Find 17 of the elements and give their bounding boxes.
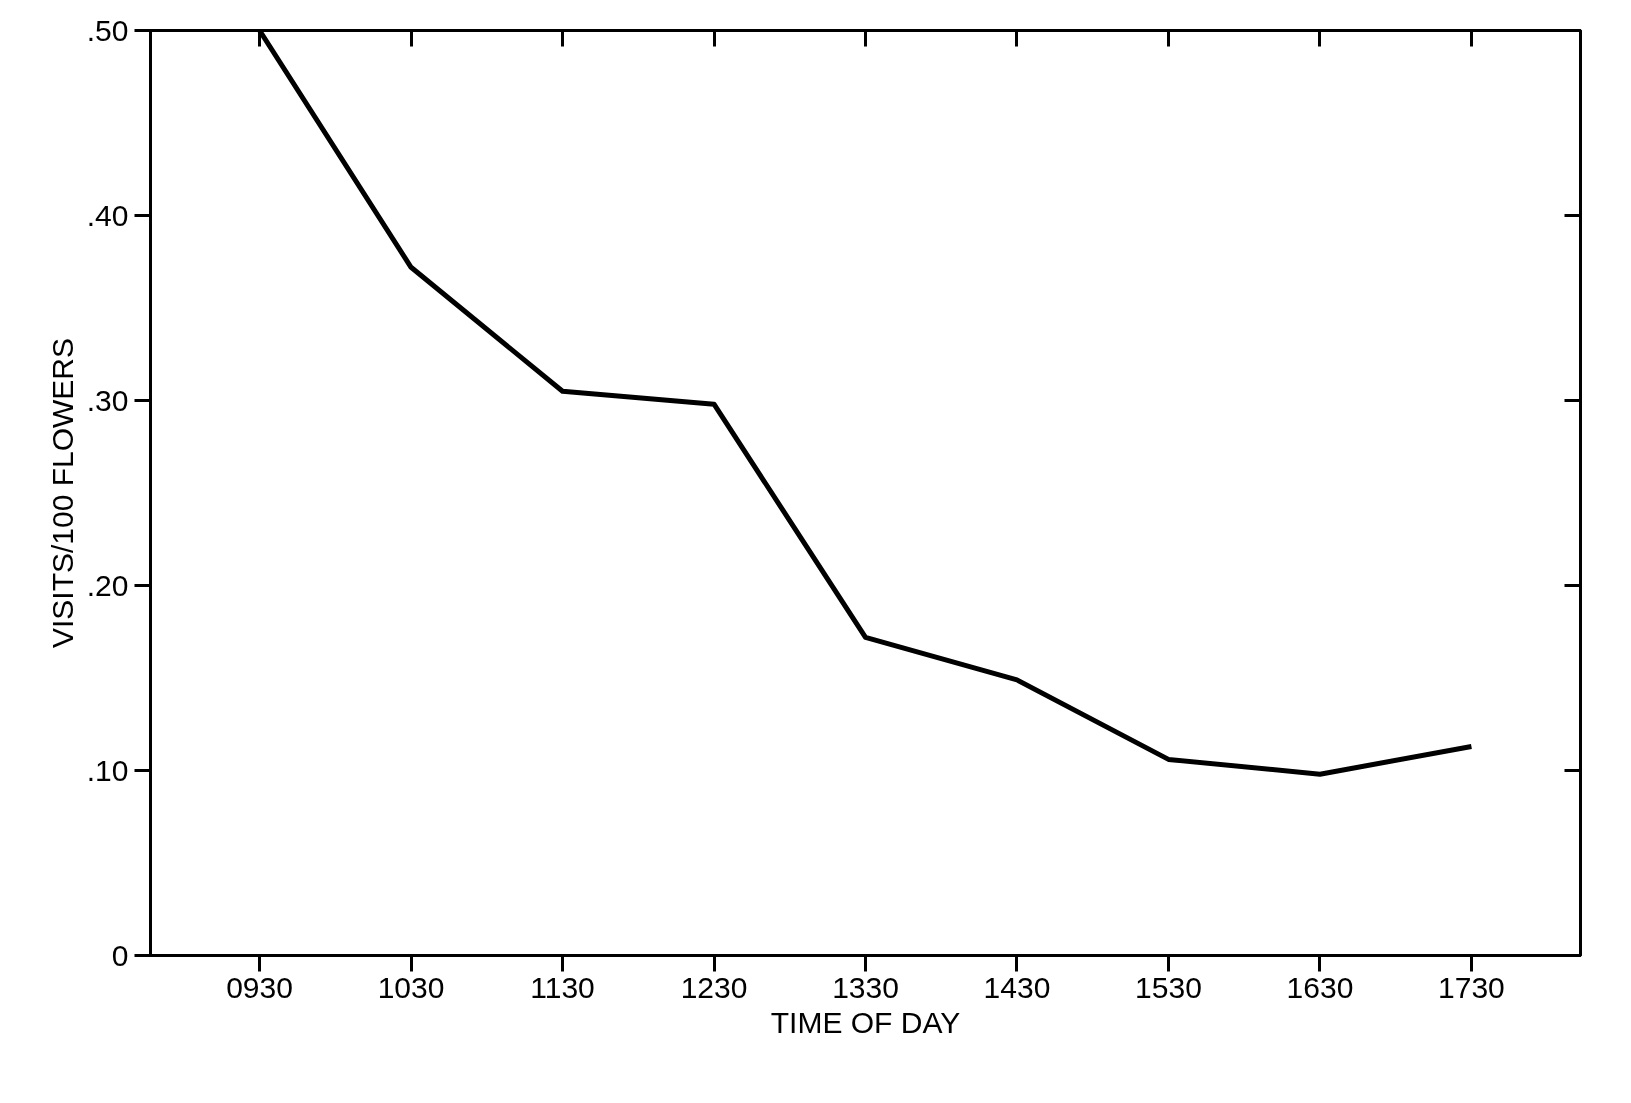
y-tick-label: .30 bbox=[86, 383, 129, 417]
x-axis-title: TIME OF DAY bbox=[770, 1005, 961, 1039]
x-tick-label: 1630 bbox=[1286, 970, 1354, 1004]
y-tick-label: .50 bbox=[86, 13, 129, 47]
x-tick-label: 1030 bbox=[377, 970, 445, 1004]
x-tick-label: 1430 bbox=[983, 970, 1051, 1004]
y-tick-label: 0 bbox=[111, 938, 129, 972]
x-tick-label: 1230 bbox=[680, 970, 748, 1004]
y-tick-label: .10 bbox=[86, 753, 129, 787]
y-tick-label: .40 bbox=[86, 198, 129, 232]
y-axis-title: VISITS/100 FLOWERS bbox=[45, 337, 79, 649]
x-tick-label: 0930 bbox=[226, 970, 293, 1004]
x-tick-label: 1330 bbox=[832, 970, 899, 1004]
x-tick-label: 1130 bbox=[530, 970, 595, 1004]
x-tick-label: 1530 bbox=[1135, 970, 1202, 1004]
x-tick-label: 1730 bbox=[1438, 970, 1505, 1004]
y-tick-label: .20 bbox=[86, 568, 129, 602]
